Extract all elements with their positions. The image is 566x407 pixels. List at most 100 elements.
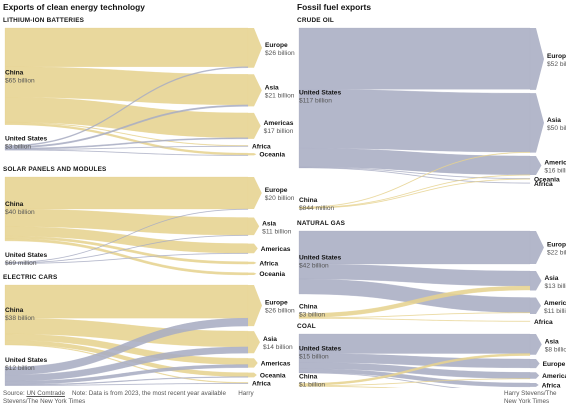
source-value-china: $65 billion	[5, 78, 35, 85]
target-label-asia: Asia	[262, 220, 276, 227]
target-node-asia	[530, 93, 544, 153]
sankey-electric-cars: ELECTRIC CARS China$38 billion United Stat…	[3, 274, 295, 387]
fossil-fuel-title: Fossil fuel exports	[297, 2, 371, 12]
footer-left: Source: UN Comtrade Note: Data is from 2…	[3, 390, 283, 406]
target-node-europe	[248, 177, 262, 209]
flow-united-states-to-oceania	[4, 149, 249, 156]
panel-title: COAL	[297, 323, 316, 330]
target-node-asia	[248, 331, 260, 354]
target-label-asia: Asia	[545, 275, 559, 282]
panel-title: NATURAL GAS	[297, 220, 346, 227]
clean-energy-title: Exports of clean energy technology	[3, 2, 145, 12]
target-value-asia: $11 billion	[262, 228, 292, 235]
source-label: Source:	[3, 390, 25, 397]
source-label-china: China	[299, 373, 318, 380]
target-label-africa: Africa	[542, 382, 561, 388]
source-label-united-states: United States	[5, 252, 47, 259]
flow-united-states-to-africa	[4, 145, 249, 150]
source-label-united-states: United States	[5, 357, 47, 364]
target-value-americas: $11 billion	[544, 308, 566, 315]
flow-china-to-oceania	[298, 178, 531, 209]
source-label-united-states: United States	[299, 90, 341, 97]
target-label-americas: Americas	[542, 373, 566, 380]
source-value-united-states: $3 billion	[5, 143, 31, 150]
target-node-americas	[530, 372, 540, 379]
target-label-americas: Americas	[261, 246, 291, 253]
panel-title: CRUDE OIL	[297, 17, 334, 24]
target-node-asia	[530, 271, 542, 291]
source-label-united-states: United States	[299, 346, 341, 353]
target-node-europe	[530, 231, 544, 264]
sankey-lithium-ion-batteries: LITHIUM-ION BATTERIES China$65 billion Uni…	[3, 17, 295, 159]
target-node-americas	[248, 358, 258, 368]
credit-right: Harry Stevens/The New York Times	[504, 390, 557, 406]
panel-title: ELECTRIC CARS	[3, 274, 58, 281]
target-label-americas: Americas	[261, 360, 291, 367]
source-label-china: China	[5, 201, 24, 208]
source-value-china: $844 million	[299, 205, 335, 212]
target-value-europe: $52 billion	[547, 61, 566, 68]
target-label-europe: Europe	[547, 242, 566, 249]
target-value-americas: $16 billion	[544, 168, 566, 175]
target-label-asia: Asia	[547, 117, 561, 124]
target-node-oceania	[248, 372, 257, 378]
target-label-oceania: Oceania	[259, 271, 285, 278]
source-value-united-states: $42 billion	[299, 263, 329, 270]
flow-china-to-europe	[4, 284, 249, 319]
source-label-china: China	[299, 304, 318, 311]
target-value-asia: $50 billion	[547, 125, 566, 132]
target-label-africa: Africa	[252, 380, 271, 387]
source-value-china: $3 billion	[299, 312, 325, 319]
target-value-asia: $13 billion	[545, 283, 566, 290]
source-label-united-states: United States	[299, 255, 341, 262]
flow-china-to-africa	[298, 317, 531, 322]
target-label-europe: Europe	[547, 53, 566, 60]
target-label-africa: Africa	[259, 260, 278, 267]
flow-china-to-asia	[298, 353, 531, 386]
target-node-oceania	[248, 153, 257, 156]
target-node-asia	[248, 217, 260, 236]
flow-united-states-to-europe	[298, 27, 531, 90]
target-node-europe	[248, 28, 262, 68]
target-value-europe: $20 billion	[265, 195, 295, 202]
flow-united-states-to-americas	[4, 252, 249, 264]
flow-united-states-to-europe	[4, 208, 249, 263]
target-node-africa	[248, 261, 257, 265]
target-label-oceania: Oceania	[534, 176, 560, 183]
target-label-europe: Europe	[265, 42, 288, 49]
source-value-united-states: $12 billion	[5, 365, 35, 372]
flow-china-to-europe	[4, 176, 249, 210]
target-label-africa: Africa	[534, 319, 553, 326]
flow-china-to-americas	[298, 378, 531, 387]
flow-china-to-europe	[4, 27, 249, 67]
target-node-americas	[530, 297, 541, 314]
target-value-europe: $22 billion	[547, 250, 566, 257]
target-node-americas	[248, 243, 258, 254]
target-label-asia: Asia	[545, 338, 559, 345]
flow-china-to-americas	[298, 174, 531, 209]
flow-united-states-to-americas	[298, 148, 531, 175]
target-label-asia: Asia	[265, 84, 279, 91]
target-label-americas: Americas	[544, 300, 566, 307]
target-node-asia	[530, 334, 542, 355]
source-value-united-states: $15 billion	[299, 354, 329, 361]
flow-united-states-to-asia	[4, 234, 249, 264]
target-node-americas	[530, 155, 542, 176]
target-node-asia	[248, 74, 262, 107]
sankey-natural-gas: NATURAL GAS United States$42 billion China…	[297, 220, 566, 326]
target-value-asia: $21 billion	[265, 92, 295, 99]
target-label-oceania: Oceania	[260, 372, 286, 379]
target-label-oceania: Oceania	[259, 152, 285, 159]
target-node-oceania	[248, 272, 257, 275]
source-label-united-states: United States	[5, 135, 47, 142]
source-link[interactable]: UN Comtrade	[26, 390, 65, 397]
panel-title: SOLAR PANELS AND MODULES	[3, 166, 107, 173]
source-label-china: China	[5, 307, 24, 314]
source-value-china: $40 billion	[5, 209, 35, 216]
source-value-china: $1 billion	[299, 381, 325, 388]
credit-left: Harry Stevens/The New York Times	[3, 390, 254, 406]
flow-united-states-to-africa	[298, 167, 531, 184]
source-value-china: $38 billion	[5, 315, 35, 322]
